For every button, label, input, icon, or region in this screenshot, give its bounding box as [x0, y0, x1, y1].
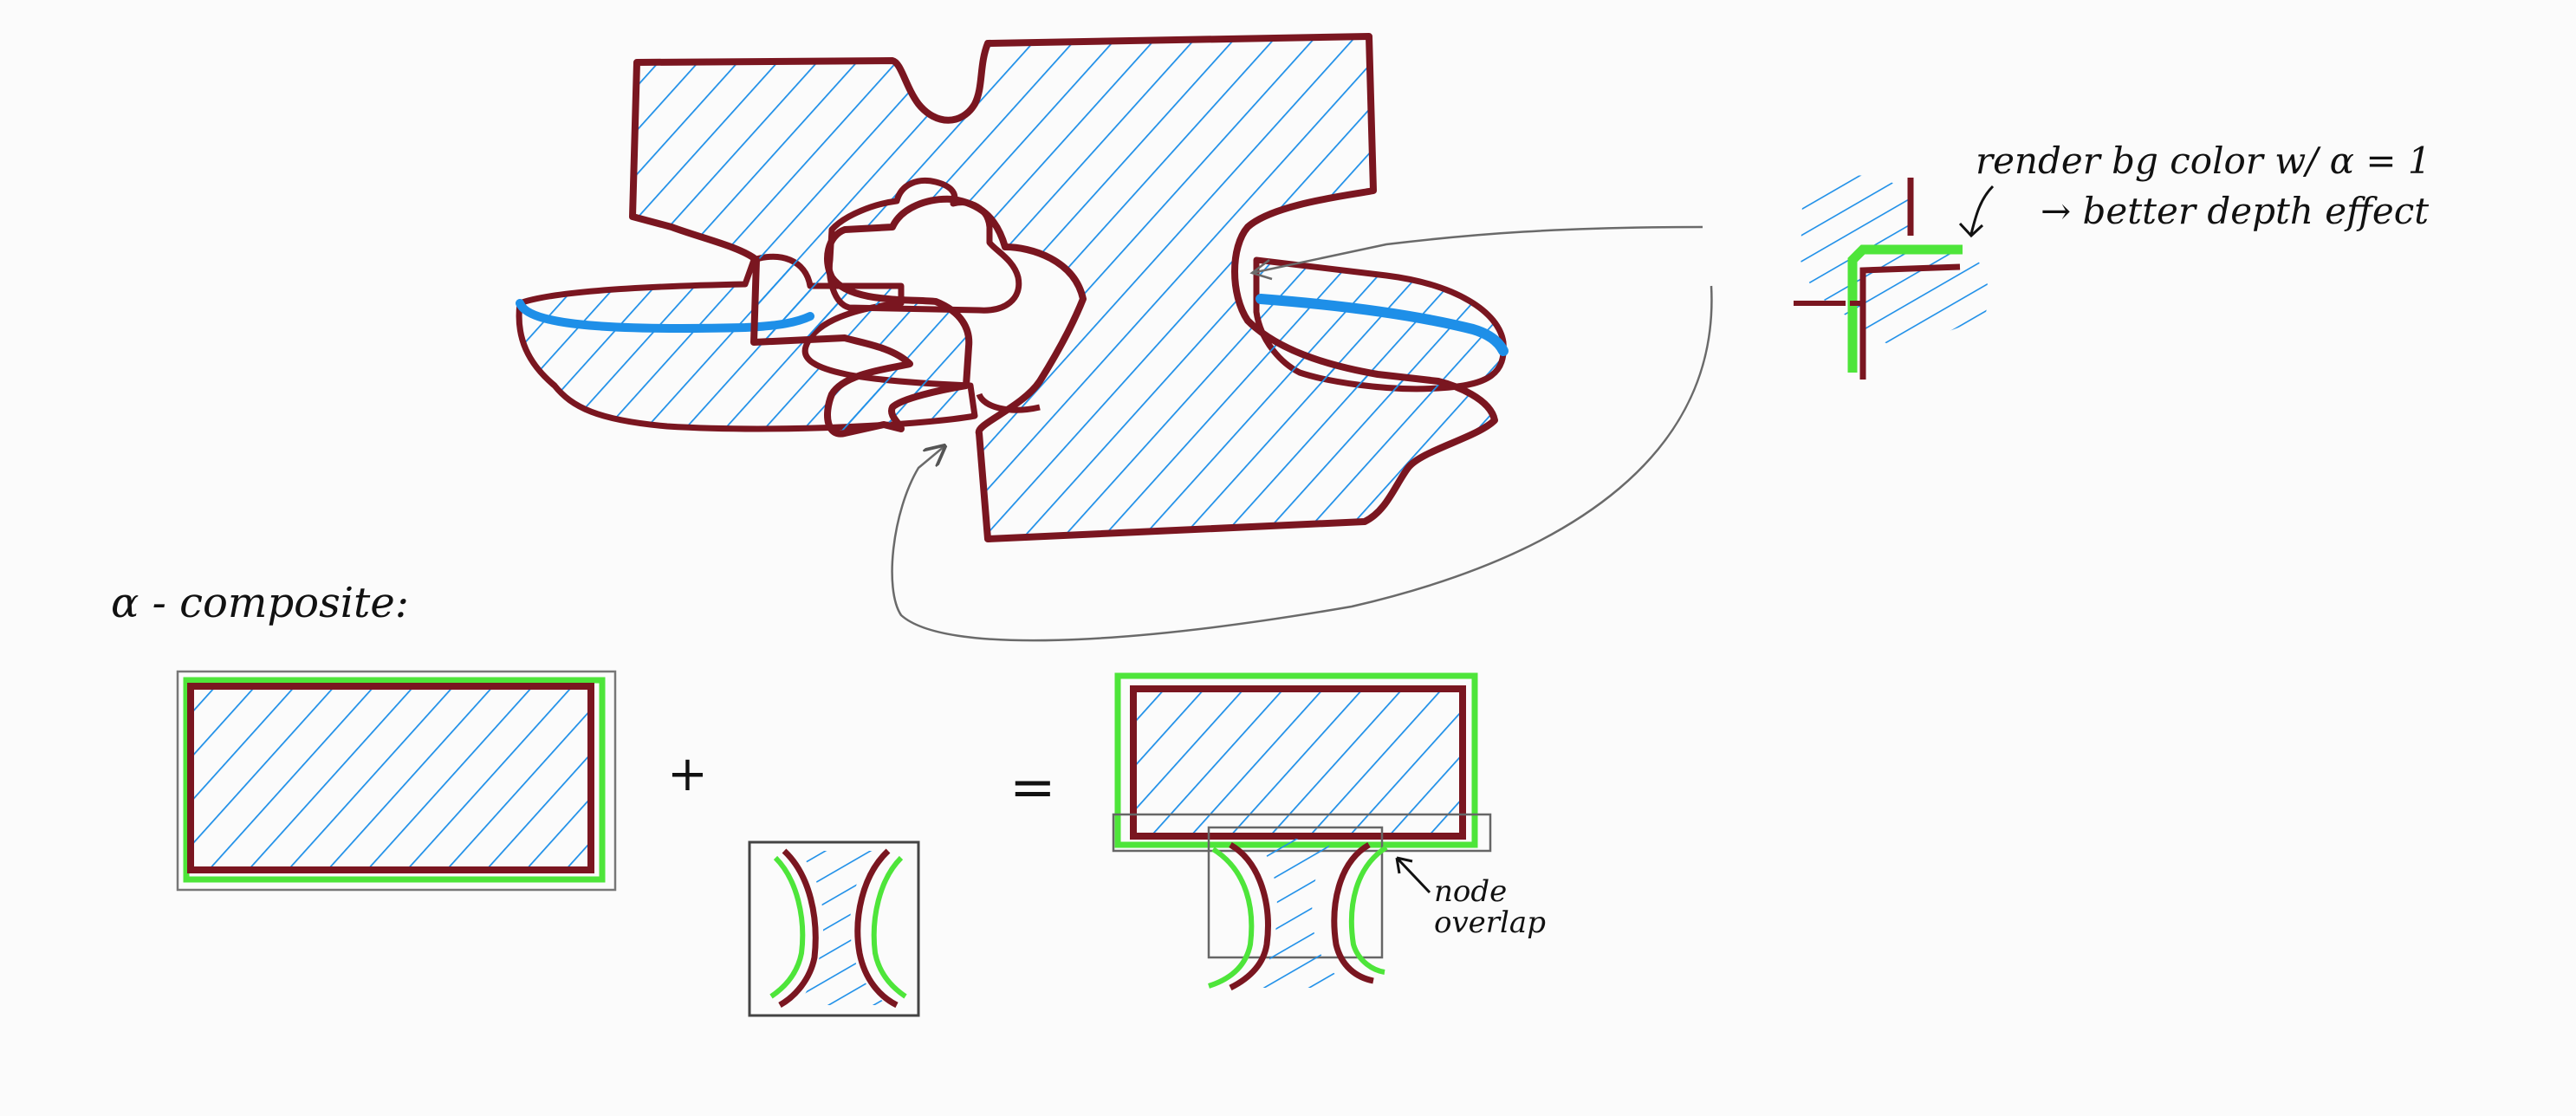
- node-overlap-line2: overlap: [1434, 905, 1546, 940]
- operand-node-left-green: [769, 855, 806, 999]
- corner-dark-edge: [1859, 263, 1961, 380]
- operand-node-hatch: [797, 851, 888, 1005]
- operand-rect-body: [187, 683, 594, 873]
- result-node-left-dark: [1229, 841, 1271, 991]
- composite-operand-rectangle: [176, 670, 617, 892]
- depth-note: → better depth effect: [2041, 190, 2429, 232]
- center-piece-lower-edge: [976, 393, 1041, 413]
- puzzle-sketch: [516, 33, 1509, 542]
- result-node-right-dark: [1331, 841, 1374, 984]
- render-note: render bg color w/ α = 1: [1976, 140, 2431, 182]
- flow-arrow-head-right: [1249, 259, 1273, 281]
- operand-rect-alpha-edge: [183, 677, 606, 883]
- node-overlap-arrow: [1395, 856, 1431, 894]
- corner-detail: [1794, 175, 1989, 380]
- composite-operand-node: [748, 840, 920, 1017]
- node-overlap-line1: node: [1434, 874, 1507, 909]
- composite-result: [1112, 672, 1492, 991]
- operand-rect-pencil-frame: [176, 670, 617, 892]
- operand-node-frame: [748, 840, 920, 1017]
- result-node-right-green: [1348, 845, 1388, 975]
- corner-green-edge: [1847, 244, 1963, 373]
- equals-sign: =: [1009, 756, 1056, 820]
- render-notes: render bg color w/ α = 1 → better depth …: [1958, 140, 2431, 238]
- center-puzzle-piece: [629, 33, 1498, 542]
- composite-label: α - composite:: [111, 579, 409, 627]
- result-rect-body: [1130, 685, 1466, 840]
- render-note-arrow: [1958, 185, 1995, 238]
- operand-node-right-green: [871, 855, 907, 999]
- right-piece-edge: [1256, 294, 1509, 356]
- plus-sign: +: [667, 746, 708, 802]
- node-overlap-note: node overlap: [1395, 856, 1546, 940]
- operand-node-left-dark: [778, 848, 819, 1009]
- center-piece-inner-tab: [826, 178, 1022, 314]
- operand-node-right-dark: [854, 848, 899, 1009]
- corner-hatch: [1801, 175, 1989, 345]
- result-node-hatch: [1256, 839, 1352, 988]
- flow-arrow-loop: [891, 225, 1713, 642]
- result-node-left-green: [1208, 847, 1255, 989]
